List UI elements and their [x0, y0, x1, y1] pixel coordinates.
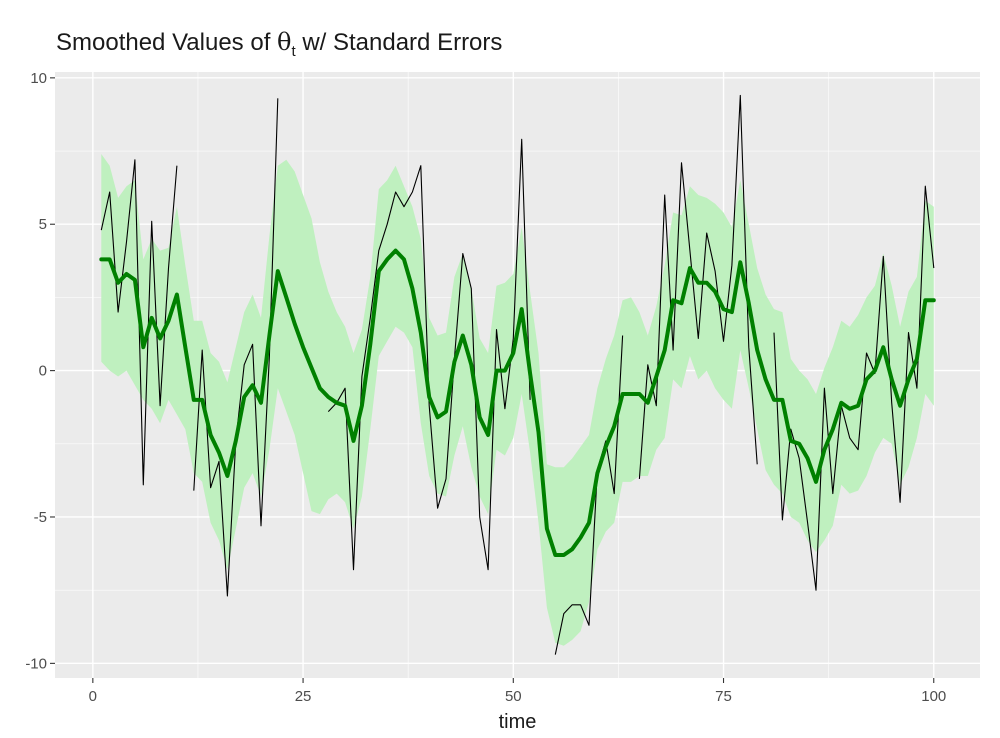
y-tick-label: 10 — [30, 70, 47, 87]
title-symbol: θ — [277, 28, 292, 56]
title-subscript: t — [291, 42, 296, 60]
title-prefix: Smoothed Values of — [56, 29, 278, 56]
observed-line-segment — [638, 94, 758, 479]
x-tick-labels: 0 25 50 75 100 — [89, 688, 947, 705]
chart-title: Smoothed Values of θt w/ Standard Errors — [56, 28, 502, 60]
observed-line-segment — [773, 185, 935, 591]
x-tick-label: 25 — [295, 688, 312, 705]
y-tick-labels: 10 5 0 -5 -10 — [25, 70, 47, 673]
x-axis-title: time — [499, 711, 537, 733]
title-suffix: w/ Standard Errors — [295, 29, 503, 56]
x-tick-label: 75 — [715, 688, 732, 705]
standard-error-band — [101, 154, 934, 646]
y-tick-label: -5 — [34, 509, 47, 526]
x-tick-label: 100 — [921, 688, 946, 705]
smoothed-line — [99, 248, 936, 557]
axis-ticks — [50, 77, 935, 683]
observed-line-segment — [554, 335, 624, 655]
x-tick-label: 50 — [505, 688, 522, 705]
x-tick-label: 0 — [89, 688, 97, 705]
y-tick-label: -10 — [25, 655, 47, 672]
observed-line-segment — [327, 138, 531, 571]
y-tick-label: 0 — [39, 363, 47, 380]
y-tick-label: 5 — [39, 216, 47, 233]
